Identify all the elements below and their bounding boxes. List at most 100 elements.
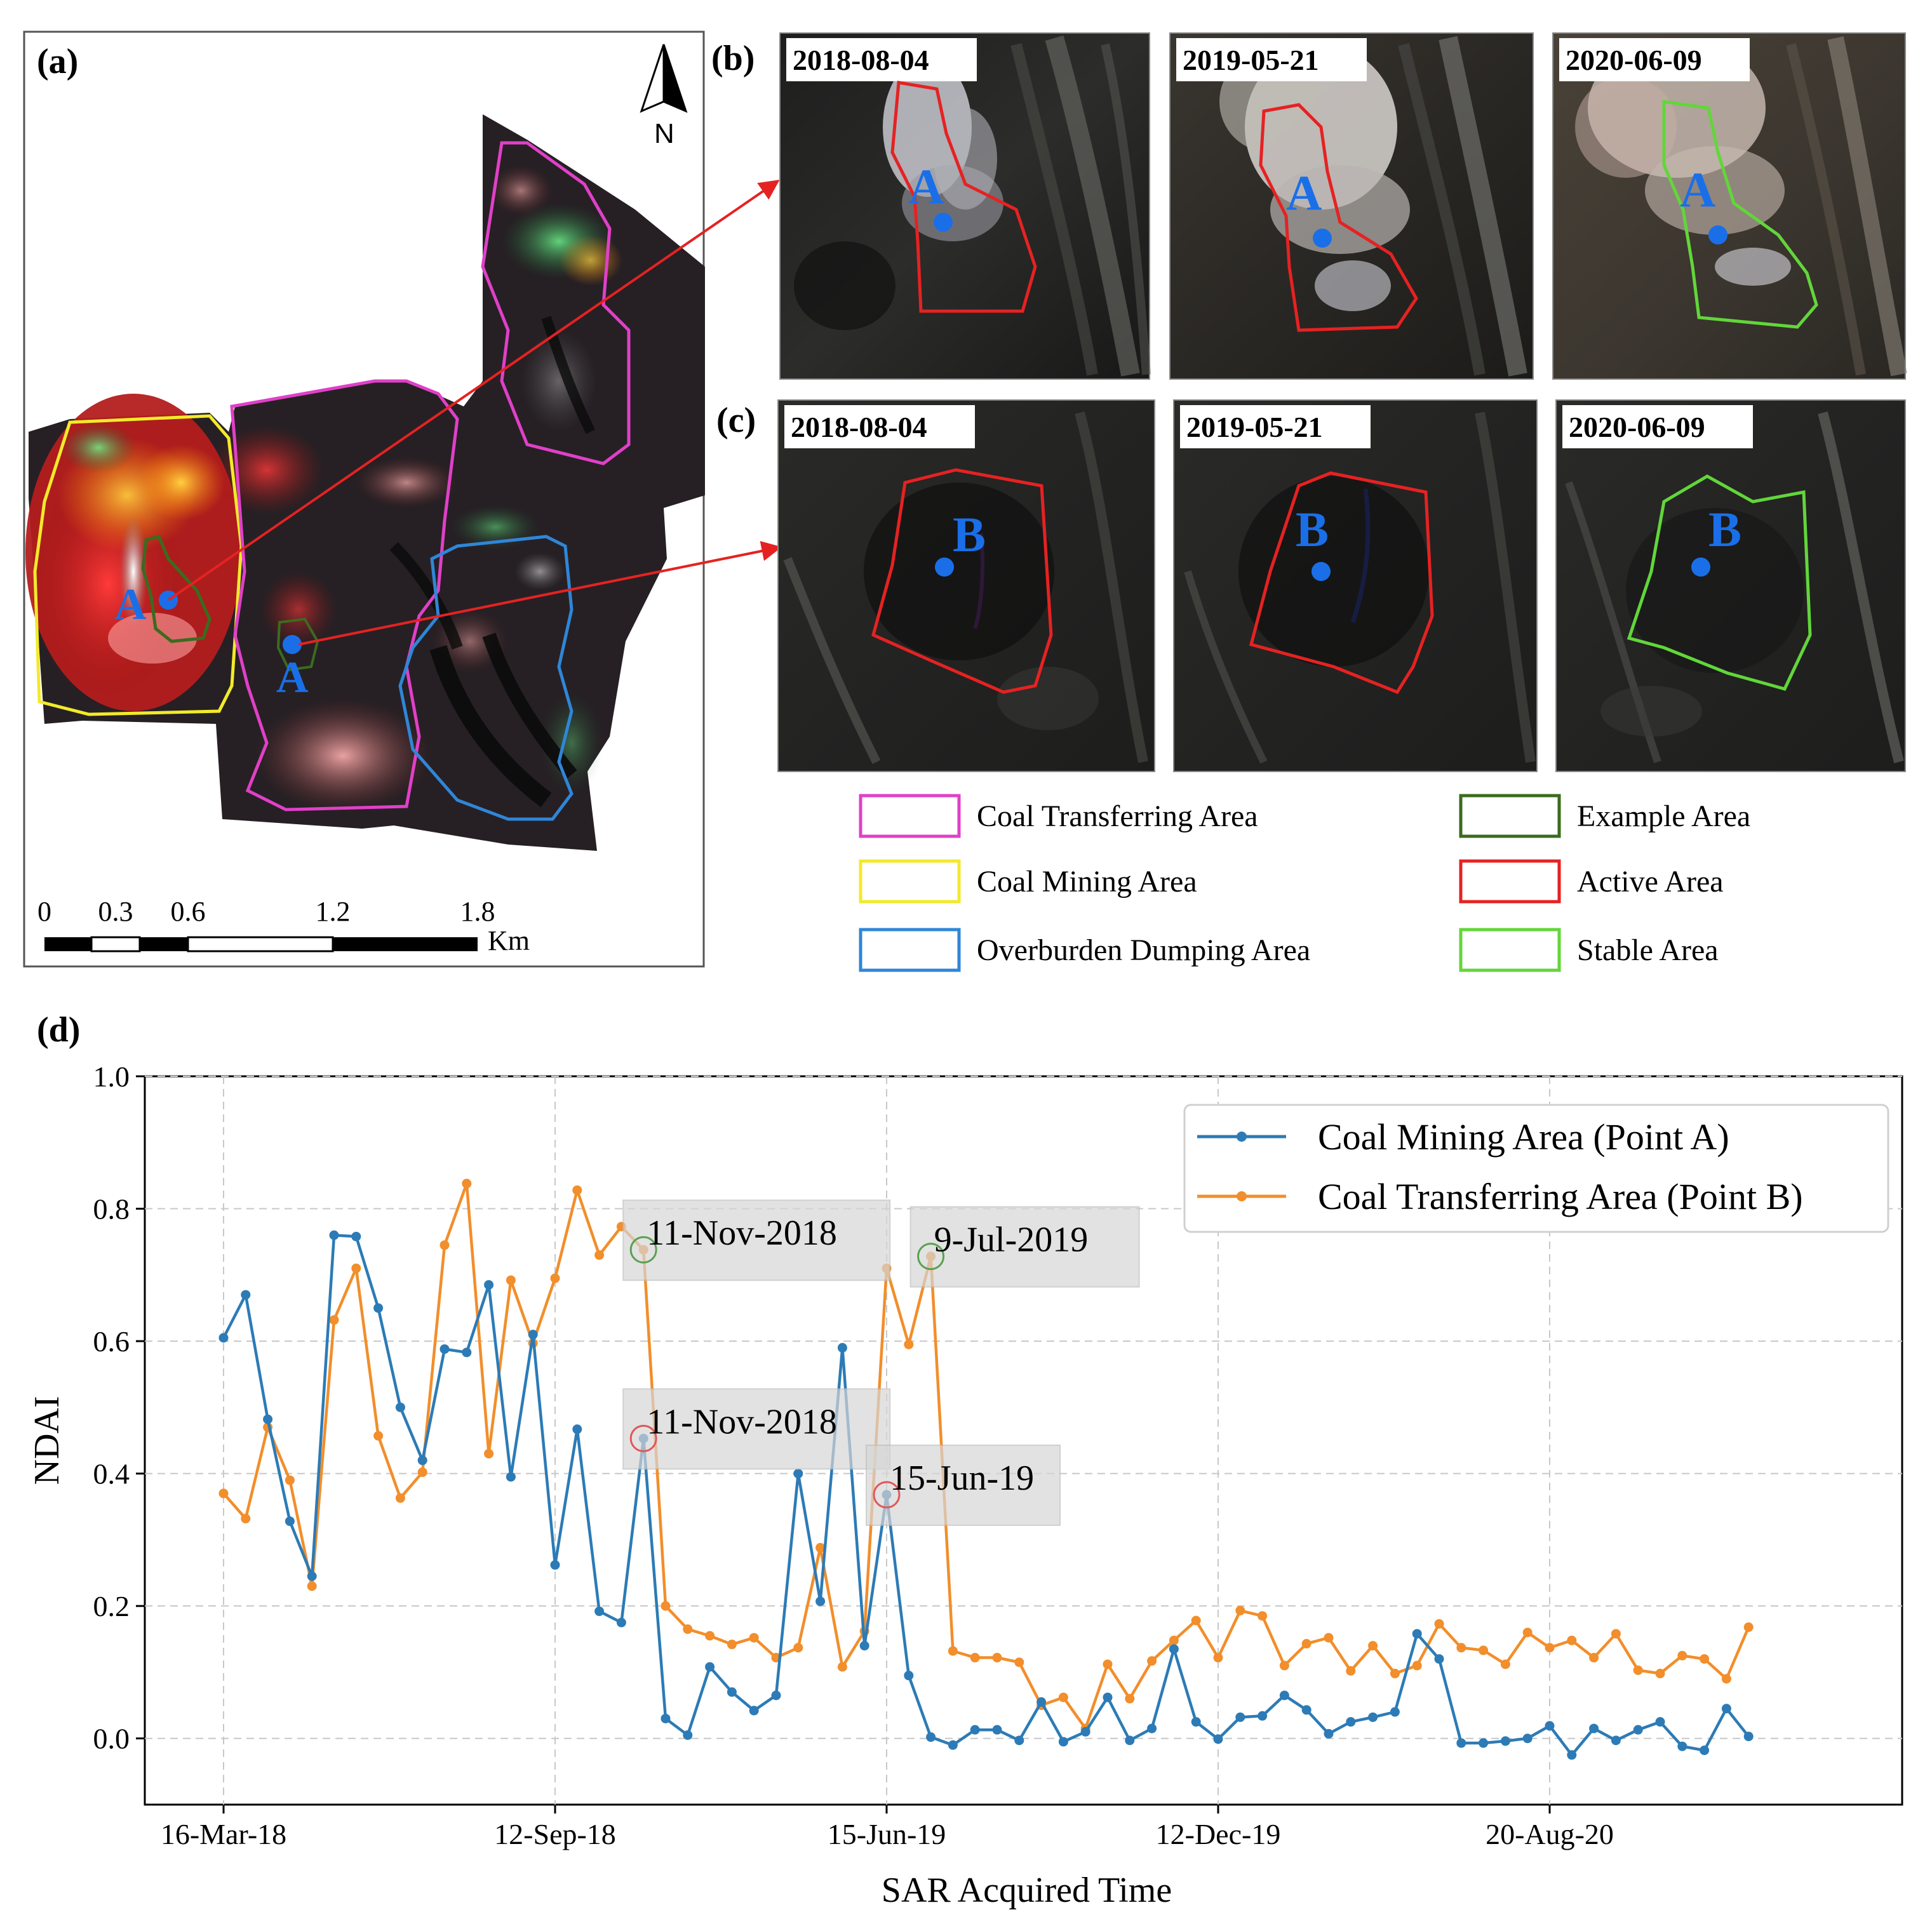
annotation-label: 15-Jun-19 — [890, 1459, 1034, 1498]
area-status-outline — [1249, 471, 1434, 695]
date-badge — [1180, 405, 1371, 448]
date-badge — [784, 405, 975, 448]
annotation: 11-Nov-2018 — [622, 1199, 891, 1281]
data-point — [1080, 1727, 1090, 1737]
y-axis-label: NDAI — [27, 1396, 67, 1485]
data-point — [837, 1662, 847, 1672]
coal-mining-area-outline — [33, 414, 243, 716]
x-tick-label: 16-Mar-18 — [161, 1818, 286, 1850]
area-legend-swatch — [859, 928, 961, 972]
scale-tick-label: 1.8 — [460, 896, 495, 927]
data-point — [373, 1431, 384, 1441]
panel-b-tile: 2019-05-21 A — [1169, 32, 1534, 380]
data-point — [970, 1725, 980, 1735]
data-point — [1191, 1717, 1201, 1727]
data-point — [528, 1330, 538, 1340]
point-b-label: A — [276, 653, 309, 702]
data-point — [1434, 1654, 1444, 1664]
panel-c-tile: 2019-05-21 B — [1173, 399, 1538, 772]
data-point — [1567, 1635, 1577, 1645]
data-point — [749, 1706, 759, 1716]
data-point — [241, 1514, 251, 1524]
data-point — [307, 1581, 317, 1591]
point-marker — [935, 558, 954, 577]
data-point — [837, 1343, 847, 1353]
area-status-outline — [871, 468, 1053, 694]
data-point — [550, 1273, 560, 1283]
data-point — [572, 1185, 582, 1195]
area-legend-item: Example Area — [1459, 794, 1750, 838]
date-label: 2019-05-21 — [1186, 411, 1323, 443]
data-point — [1014, 1657, 1024, 1667]
chart-legend: Coal Mining Area (Point A) Coal Transferr… — [1183, 1104, 1889, 1233]
data-point — [1390, 1707, 1400, 1717]
data-point — [859, 1641, 869, 1651]
data-point — [793, 1643, 803, 1653]
ndai-chart: 0.0 0.2 0.4 0.6 0.8 1.0 16-Mar-18 12-Sep-18 15-J… — [27, 1060, 1903, 1910]
data-point — [263, 1414, 273, 1424]
data-point — [1479, 1645, 1489, 1655]
data-point — [1103, 1659, 1113, 1669]
north-arrow-icon: N — [640, 44, 688, 149]
area-legend-item: Active Area — [1459, 859, 1724, 904]
area-legend-item: Coal Mining Area — [859, 859, 1197, 904]
data-point — [793, 1469, 803, 1479]
north-label: N — [654, 118, 674, 149]
data-point — [1479, 1738, 1489, 1748]
data-point — [1235, 1605, 1245, 1615]
point-b-marker — [283, 635, 302, 654]
panel-c-tile: 2018-08-04 B — [777, 399, 1155, 772]
coal-transferring-area-outline-1 — [230, 379, 459, 812]
data-point — [705, 1631, 715, 1641]
data-point — [506, 1275, 516, 1285]
data-point — [926, 1732, 936, 1742]
data-point — [462, 1179, 472, 1189]
point-marker — [1691, 558, 1710, 577]
data-point — [395, 1493, 405, 1503]
panel-c-tile: 2020-06-09 B — [1555, 399, 1906, 772]
area-status-outline — [1627, 474, 1812, 691]
point-label: A — [908, 159, 944, 214]
annotation: 15-Jun-19 — [866, 1445, 1061, 1527]
scale-tick-label: 0.6 — [171, 896, 206, 927]
area-legend-swatch — [1459, 859, 1561, 904]
data-point — [1589, 1653, 1599, 1663]
data-point — [572, 1424, 582, 1434]
area-status-outline — [1662, 100, 1818, 329]
annotation-box — [866, 1445, 1061, 1527]
area-legend-item: Coal Transferring Area — [859, 794, 1258, 838]
data-point — [1545, 1721, 1555, 1731]
date-label: 2020-06-09 — [1566, 44, 1702, 76]
overburden-dumping-area-outline — [398, 535, 574, 821]
x-tick-label: 15-Jun-19 — [828, 1818, 946, 1850]
panel-a: (a) N — [23, 30, 705, 968]
annotation-box — [622, 1388, 891, 1470]
data-point — [1456, 1738, 1466, 1748]
data-point — [1456, 1643, 1466, 1653]
data-point — [683, 1624, 693, 1634]
data-point — [1500, 1659, 1510, 1669]
coal-transferring-area-outline-2 — [481, 141, 631, 465]
data-point — [1655, 1717, 1665, 1727]
date-badge — [786, 38, 977, 81]
data-point — [1235, 1712, 1245, 1722]
data-point — [1434, 1619, 1444, 1629]
data-point — [1014, 1735, 1024, 1746]
data-point — [1301, 1705, 1311, 1715]
data-point — [506, 1472, 516, 1482]
y-tick-label: 0.4 — [93, 1458, 130, 1490]
example-area-outline-a — [141, 535, 211, 643]
data-point — [1412, 1660, 1422, 1671]
x-tick-label: 12-Dec-19 — [1156, 1818, 1281, 1850]
point-label: B — [953, 507, 986, 562]
data-point — [1611, 1629, 1621, 1639]
data-point — [1301, 1639, 1311, 1649]
arrow-b-to-c — [298, 541, 782, 646]
data-point — [1324, 1633, 1334, 1643]
chart-legend-item: Coal Mining Area (Point A) — [1197, 1116, 1729, 1158]
data-point — [1522, 1627, 1533, 1638]
series-line — [222, 1234, 1750, 1757]
data-point — [1279, 1690, 1289, 1700]
data-point — [727, 1687, 737, 1697]
data-point — [705, 1662, 715, 1672]
